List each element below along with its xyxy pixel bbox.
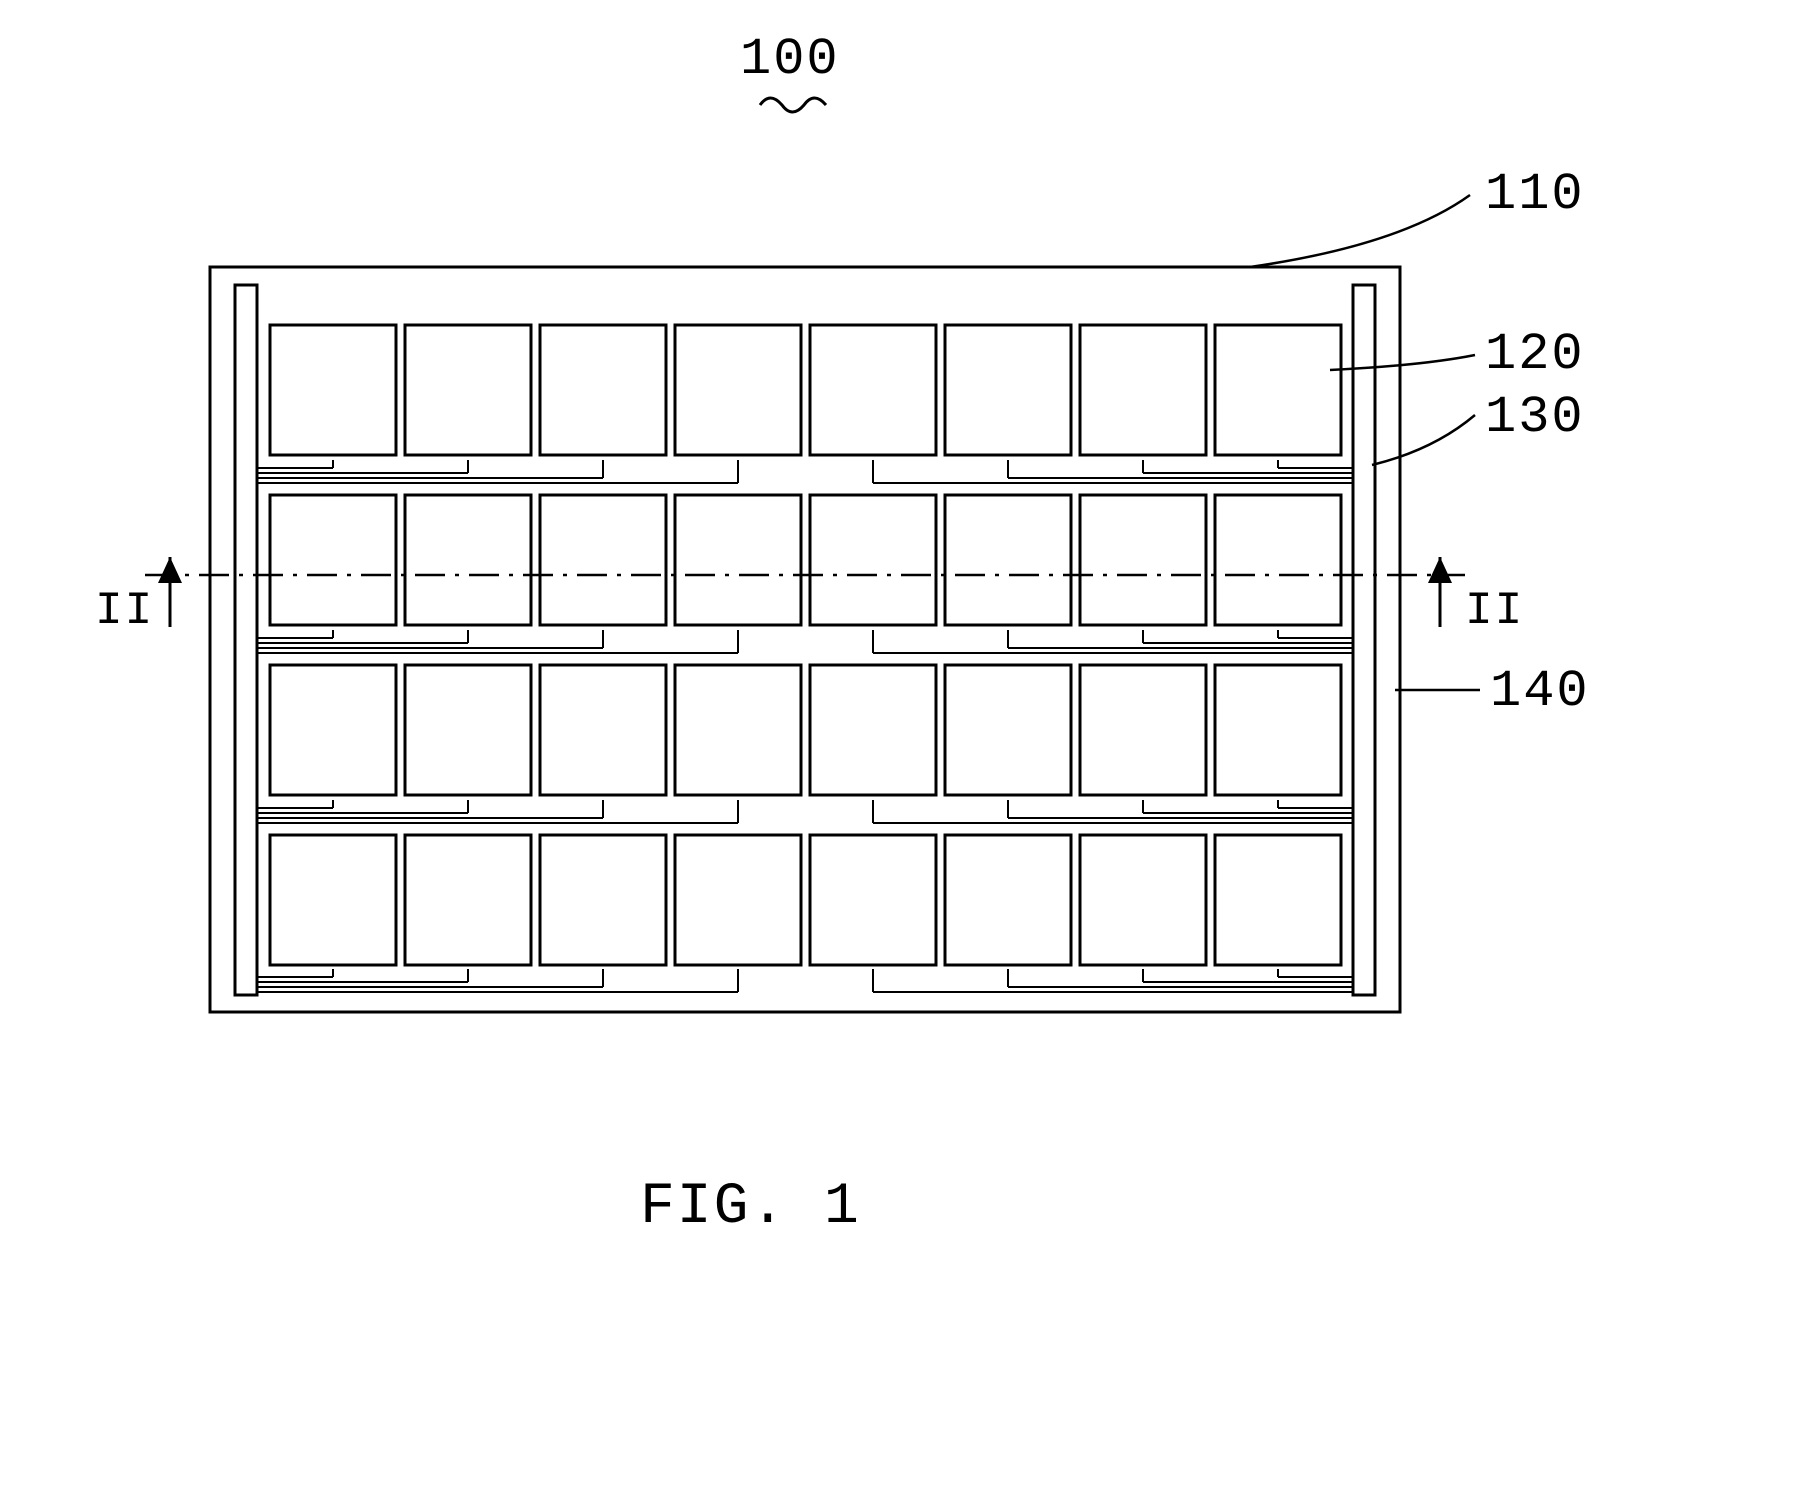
- grid-cell: [1215, 835, 1341, 965]
- grid-cell: [540, 325, 666, 455]
- section-arrow: [158, 557, 182, 627]
- section-marker-left: II: [95, 585, 154, 637]
- grid-cell: [675, 495, 801, 625]
- grid-cell: [945, 495, 1071, 625]
- grid-cell: [675, 325, 801, 455]
- figure-svg: [0, 0, 1810, 1497]
- grid-cell: [270, 835, 396, 965]
- grid-cell: [405, 835, 531, 965]
- left-rail: [235, 285, 257, 995]
- arrow-head: [158, 557, 182, 583]
- callout-110: 110: [1485, 165, 1585, 224]
- callout-leader: [1372, 415, 1475, 465]
- grid-cell: [945, 835, 1071, 965]
- grid-cell: [810, 495, 936, 625]
- stepped-traces: [257, 800, 1353, 823]
- stepped-traces: [257, 460, 1353, 483]
- grid-cell: [810, 325, 936, 455]
- stepped-traces: [257, 969, 1353, 992]
- section-arrow: [1428, 557, 1452, 627]
- grid-cell: [675, 665, 801, 795]
- grid-cell: [675, 835, 801, 965]
- outer-frame: [210, 267, 1400, 1012]
- grid-cell: [810, 835, 936, 965]
- grid-cell: [540, 835, 666, 965]
- grid-cell: [270, 325, 396, 455]
- grid-cell: [540, 495, 666, 625]
- grid-cell: [1080, 835, 1206, 965]
- callout-130: 130: [1485, 388, 1585, 447]
- stepped-traces: [257, 630, 1353, 653]
- grid-cell: [945, 325, 1071, 455]
- grid-cell: [405, 665, 531, 795]
- assembly-ref-label: 100: [740, 30, 840, 89]
- grid-cell: [540, 665, 666, 795]
- callout-leader: [1250, 195, 1470, 267]
- grid-cell: [1215, 325, 1341, 455]
- cell-grid: [270, 325, 1341, 965]
- grid-cell: [945, 665, 1071, 795]
- callout-140: 140: [1490, 662, 1590, 721]
- grid-cell: [405, 325, 531, 455]
- arrow-head: [1428, 557, 1452, 583]
- grid-cell: [1080, 325, 1206, 455]
- figure-caption: FIG. 1: [640, 1175, 861, 1240]
- callout-120: 120: [1485, 325, 1585, 384]
- grid-cell: [810, 665, 936, 795]
- assembly-squiggle: [760, 98, 826, 112]
- grid-cell: [405, 495, 531, 625]
- right-rail: [1353, 285, 1375, 995]
- grid-cell: [1080, 495, 1206, 625]
- grid-cell: [270, 495, 396, 625]
- section-marker-right: II: [1465, 585, 1524, 637]
- grid-cell: [1080, 665, 1206, 795]
- grid-cell: [270, 665, 396, 795]
- grid-cell: [1215, 665, 1341, 795]
- grid-cell: [1215, 495, 1341, 625]
